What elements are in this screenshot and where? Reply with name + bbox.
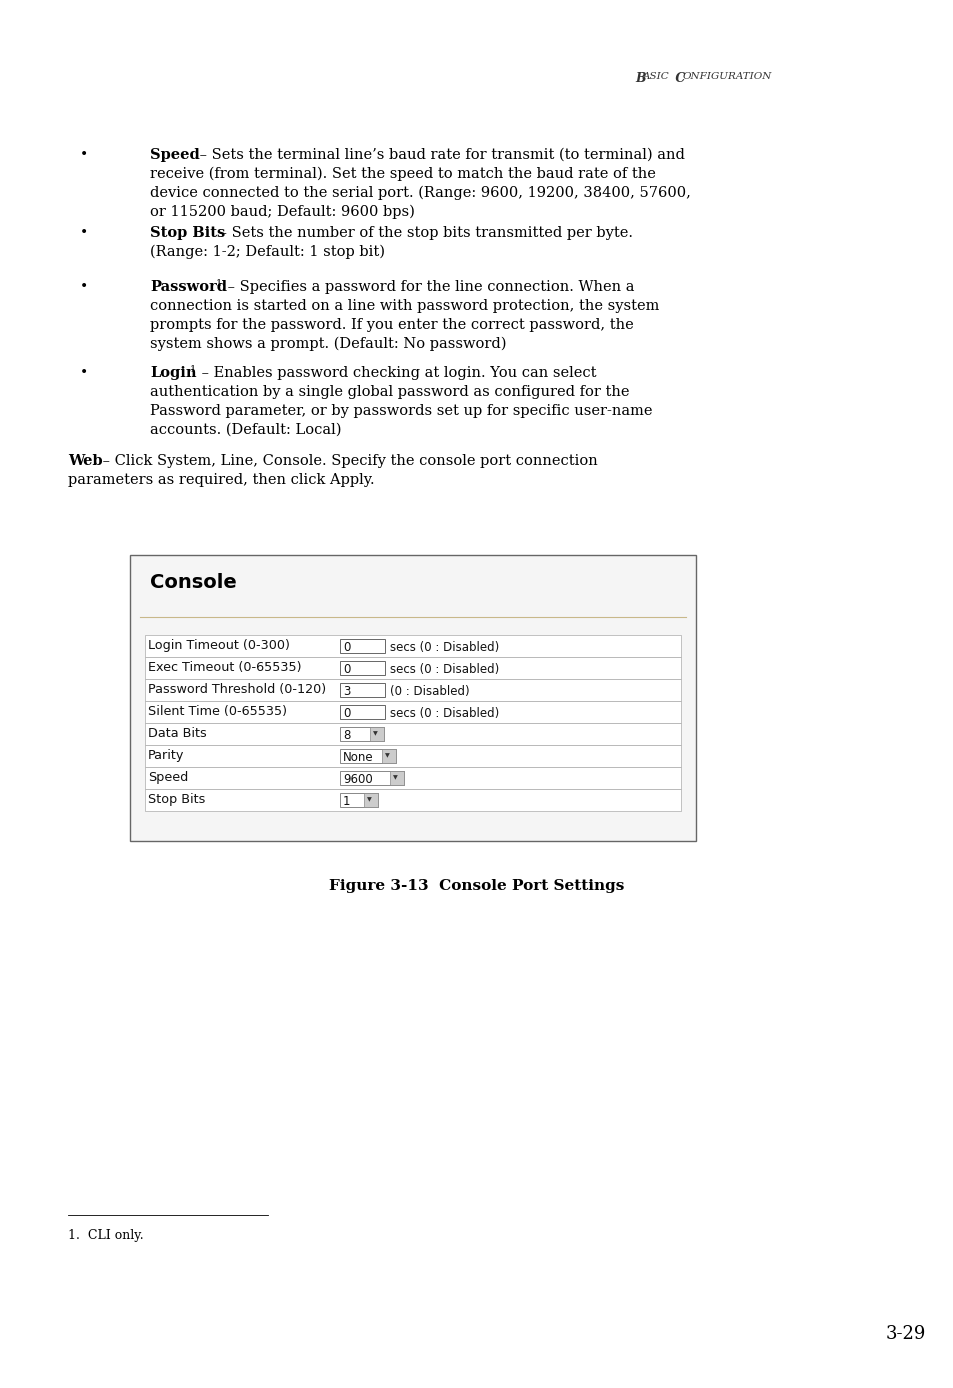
Bar: [145, 679, 680, 701]
Text: 9600: 9600: [343, 773, 373, 786]
Text: receive (from terminal). Set the speed to match the baud rate of the: receive (from terminal). Set the speed t…: [150, 167, 656, 182]
Text: secs (0 : Disabled): secs (0 : Disabled): [390, 706, 498, 720]
Bar: [339, 638, 385, 652]
Text: ONFIGURATION: ONFIGURATION: [682, 72, 772, 81]
Text: – Sets the terminal line’s baud rate for transmit (to terminal) and: – Sets the terminal line’s baud rate for…: [194, 149, 684, 162]
Text: C: C: [670, 72, 684, 85]
Text: 0: 0: [343, 641, 350, 654]
Text: – Sets the number of the stop bits transmitted per byte.: – Sets the number of the stop bits trans…: [214, 226, 633, 240]
Bar: [145, 768, 680, 788]
Bar: [339, 750, 395, 763]
Text: Login Timeout (0-300): Login Timeout (0-300): [148, 638, 290, 652]
Bar: [390, 770, 403, 786]
Text: Parity: Parity: [148, 750, 184, 762]
Text: (0 : Disabled): (0 : Disabled): [390, 686, 469, 698]
Text: device connected to the serial port. (Range: 9600, 19200, 38400, 57600,: device connected to the serial port. (Ra…: [150, 186, 690, 200]
Bar: [145, 657, 680, 679]
Text: 3-29: 3-29: [885, 1326, 925, 1344]
Bar: [145, 634, 680, 657]
Bar: [370, 727, 384, 741]
Text: 1.  CLI only.: 1. CLI only.: [68, 1228, 144, 1242]
Text: 0: 0: [343, 663, 350, 676]
Text: (Range: 1-2; Default: 1 stop bit): (Range: 1-2; Default: 1 stop bit): [150, 246, 385, 260]
Text: •: •: [80, 280, 89, 294]
Text: authentication by a single global password as configured for the: authentication by a single global passwo…: [150, 384, 629, 398]
Text: Stop Bits: Stop Bits: [150, 226, 225, 240]
Text: B: B: [635, 72, 645, 85]
Text: 1: 1: [190, 365, 196, 373]
Text: Stop Bits: Stop Bits: [148, 793, 205, 806]
Text: secs (0 : Disabled): secs (0 : Disabled): [390, 641, 498, 654]
Text: – Enables password checking at login. You can select: – Enables password checking at login. Yo…: [196, 366, 596, 380]
Text: 1: 1: [343, 795, 350, 808]
Bar: [339, 770, 403, 786]
Text: or 115200 baud; Default: 9600 bps): or 115200 baud; Default: 9600 bps): [150, 205, 415, 219]
Text: ▼: ▼: [385, 754, 390, 758]
Bar: [339, 727, 384, 741]
Bar: [339, 705, 385, 719]
Text: Silent Time (0-65535): Silent Time (0-65535): [148, 705, 287, 718]
Text: Password: Password: [150, 280, 227, 294]
Text: •: •: [80, 149, 89, 162]
Text: system shows a prompt. (Default: No password): system shows a prompt. (Default: No pass…: [150, 337, 506, 351]
Text: – Click System, Line, Console. Specify the console port connection: – Click System, Line, Console. Specify t…: [98, 454, 598, 468]
Text: Speed: Speed: [148, 770, 188, 784]
Text: secs (0 : Disabled): secs (0 : Disabled): [390, 663, 498, 676]
Text: Password Threshold (0-120): Password Threshold (0-120): [148, 683, 326, 695]
Text: ▼: ▼: [367, 797, 372, 802]
Bar: [364, 793, 377, 806]
Text: parameters as required, then click Apply.: parameters as required, then click Apply…: [68, 473, 375, 487]
Bar: [145, 723, 680, 745]
Text: Password parameter, or by passwords set up for specific user-name: Password parameter, or by passwords set …: [150, 404, 652, 418]
Text: connection is started on a line with password protection, the system: connection is started on a line with pas…: [150, 298, 659, 314]
Text: ▼: ▼: [373, 731, 377, 736]
Text: 1: 1: [215, 279, 222, 287]
Text: Speed: Speed: [150, 149, 199, 162]
Text: – Specifies a password for the line connection. When a: – Specifies a password for the line conn…: [223, 280, 634, 294]
Text: 0: 0: [343, 706, 350, 720]
Bar: [339, 793, 377, 806]
Text: Exec Timeout (0-65535): Exec Timeout (0-65535): [148, 661, 301, 675]
Bar: [145, 745, 680, 768]
Text: 3: 3: [343, 686, 350, 698]
Text: None: None: [343, 751, 374, 763]
Text: Figure 3-13  Console Port Settings: Figure 3-13 Console Port Settings: [329, 879, 624, 892]
Text: Console: Console: [150, 573, 236, 593]
Bar: [145, 788, 680, 811]
Text: Web: Web: [68, 454, 103, 468]
Bar: [130, 555, 696, 841]
Text: Data Bits: Data Bits: [148, 727, 207, 740]
Text: 8: 8: [343, 729, 350, 743]
Text: ▼: ▼: [393, 775, 397, 780]
Text: prompts for the password. If you enter the correct password, the: prompts for the password. If you enter t…: [150, 318, 633, 332]
Text: •: •: [80, 226, 89, 240]
Bar: [381, 750, 395, 763]
Bar: [339, 661, 385, 675]
Text: Login: Login: [150, 366, 196, 380]
Bar: [145, 701, 680, 723]
Bar: [339, 683, 385, 697]
Text: ASIC: ASIC: [642, 72, 669, 81]
Text: •: •: [80, 366, 89, 380]
Text: accounts. (Default: Local): accounts. (Default: Local): [150, 423, 341, 437]
